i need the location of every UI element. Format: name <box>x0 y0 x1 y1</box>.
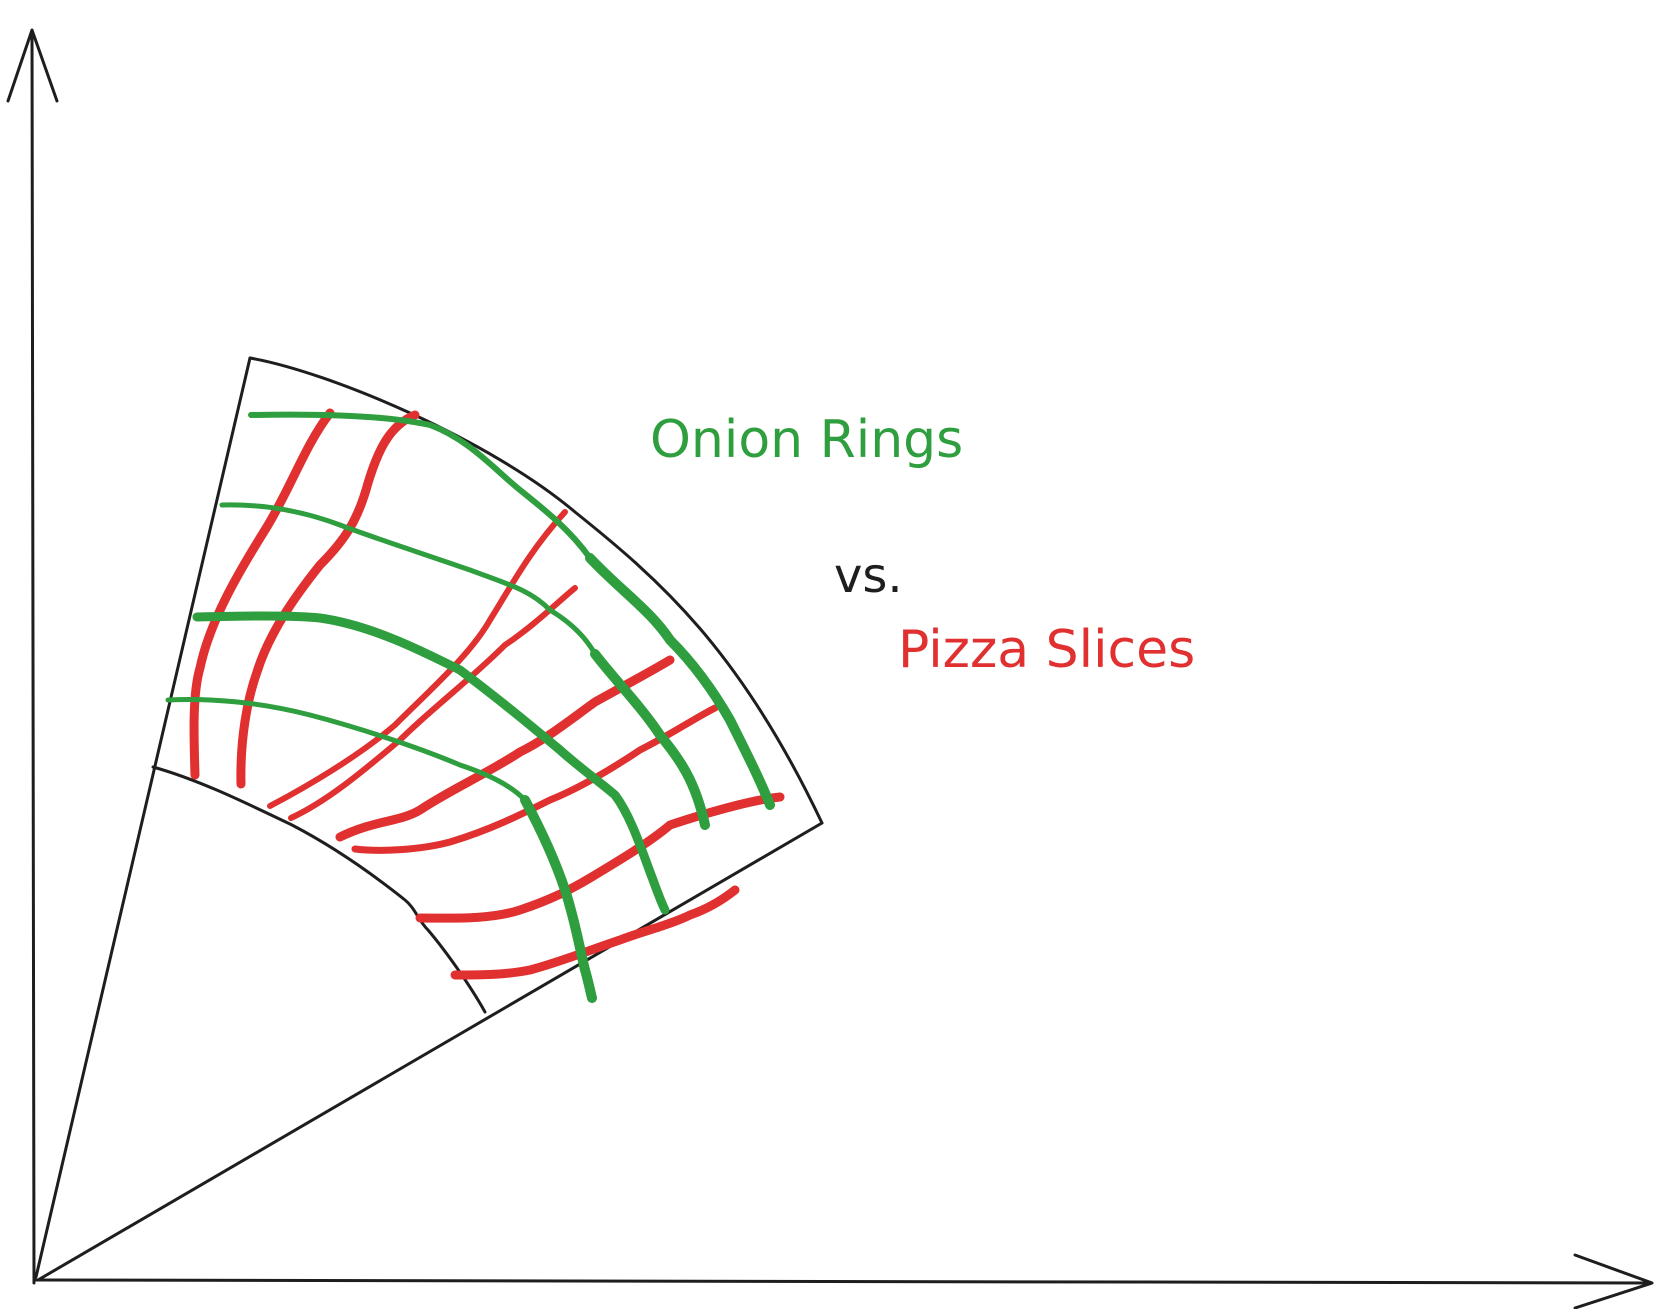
onion-ring <box>590 649 710 830</box>
onion-rings-label: Onion Rings <box>650 410 964 470</box>
versus-label: vs. <box>834 548 903 604</box>
pizza-line <box>450 885 740 980</box>
pizza-line <box>335 655 675 842</box>
sector-left-edge <box>34 356 252 1279</box>
x-axis <box>34 1253 1654 1309</box>
sector-outer-arc <box>248 356 824 825</box>
sector-right-edge <box>36 821 824 1282</box>
onion-ring <box>165 697 528 803</box>
pizza-line <box>189 408 335 780</box>
onion-ring <box>520 795 597 1003</box>
y-axis <box>6 28 59 1285</box>
pizza-slices-label: Pizza Slices <box>898 620 1196 680</box>
onion-ring <box>219 502 598 657</box>
onion-ring <box>192 611 670 915</box>
onion-ring <box>585 553 775 810</box>
onion-ring-lines <box>165 411 775 1003</box>
onion-ring <box>248 411 593 561</box>
pizza-line <box>267 509 568 809</box>
pizza-line <box>288 585 578 821</box>
sector-inner-arc <box>151 765 487 1014</box>
